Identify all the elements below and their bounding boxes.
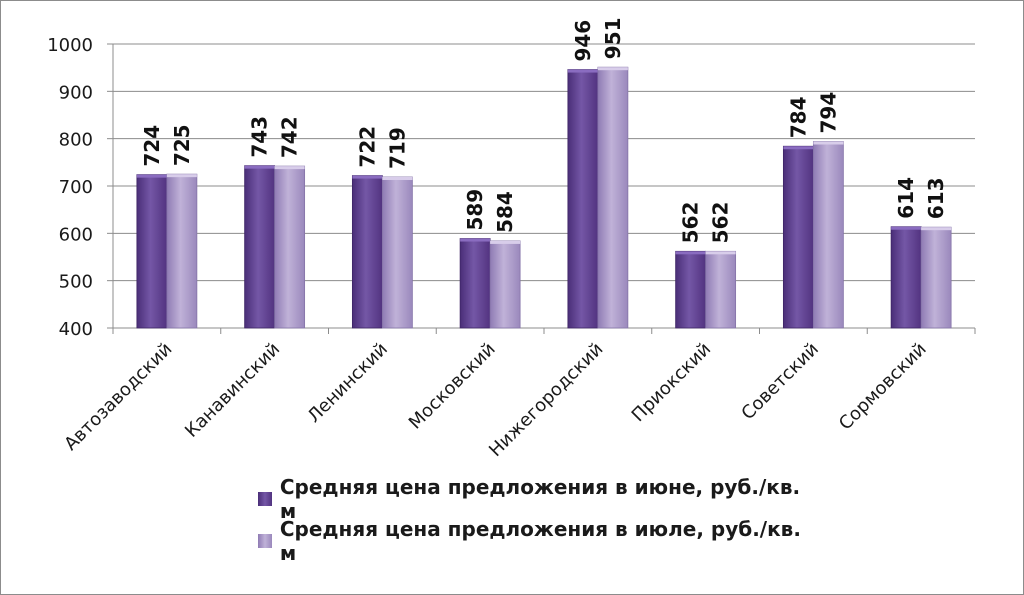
bar-june: [244, 165, 276, 329]
legend-item-june: Средняя цена предложения в июне, руб./кв…: [258, 475, 818, 523]
legend-swatch-june: [258, 492, 272, 506]
bar-top-highlight: [567, 69, 598, 73]
bar-top-highlight: [705, 251, 736, 255]
bar-july: [920, 226, 952, 329]
y-tick-label: 500: [59, 272, 93, 293]
gridlines: [113, 43, 975, 282]
bar-june: [351, 175, 383, 329]
bar-top-highlight: [783, 146, 814, 150]
data-label: 725: [170, 124, 194, 166]
data-label: 742: [278, 116, 302, 158]
bar-top-highlight: [891, 226, 922, 230]
x-tick-label: Сормовский: [835, 339, 931, 435]
x-tick-label: Приокский: [628, 339, 715, 426]
bar-top-highlight: [921, 227, 952, 231]
data-label: 784: [786, 96, 810, 138]
y-tick-label: 600: [59, 224, 93, 245]
data-label: 794: [816, 92, 840, 134]
bar-top-highlight: [136, 174, 167, 178]
bar-june: [675, 250, 707, 329]
data-label: 614: [894, 177, 918, 219]
bar-top-highlight: [675, 251, 706, 255]
bars: [136, 66, 952, 329]
legend: Средняя цена предложения в июне, руб./кв…: [258, 475, 818, 565]
y-tick-label: 800: [59, 130, 93, 151]
bar-july: [597, 66, 629, 329]
legend-label-june: Средняя цена предложения в июне, руб./кв…: [279, 475, 801, 523]
x-tick-label: Ленинский: [304, 339, 392, 427]
bar-top-highlight: [244, 165, 275, 169]
bar-top-highlight: [490, 240, 521, 244]
bar-july: [166, 173, 198, 329]
y-tick-label: 1000: [47, 35, 93, 56]
bar-top-highlight: [460, 238, 491, 242]
data-label: 743: [248, 116, 272, 158]
bar-top-highlight: [274, 166, 305, 170]
legend-label-july: Средняя цена предложения в июле, руб./кв…: [279, 517, 801, 565]
bar-june: [782, 145, 814, 329]
x-tick-label: Советский: [737, 339, 823, 425]
data-label: 589: [463, 189, 487, 231]
bar-top-highlight: [166, 174, 197, 178]
data-labels: 724 725 743 742 722 719 589 584 946 951 562 562 784 7…: [140, 17, 948, 243]
y-tick-label: 900: [59, 82, 93, 103]
data-label: 951: [601, 17, 625, 59]
bar-june: [567, 69, 599, 329]
legend-swatch-july: [258, 534, 272, 548]
bar-june: [459, 238, 491, 329]
bar-july: [274, 165, 306, 329]
x-tick-label: Канавинский: [181, 339, 284, 442]
bar-june: [136, 174, 168, 329]
data-label: 613: [924, 177, 948, 219]
bar-july: [812, 141, 844, 329]
bar-july: [705, 250, 737, 329]
x-tick-label: Нижегородский: [485, 339, 607, 461]
bar-top-highlight: [597, 67, 628, 71]
data-label: 722: [355, 126, 379, 168]
bar-june: [890, 226, 922, 329]
x-tick-label: Автозаводский: [60, 339, 176, 455]
bar-july: [489, 240, 521, 329]
legend-item-july: Средняя цена предложения в июле, руб./кв…: [258, 517, 818, 565]
bar-top-highlight: [382, 177, 413, 181]
x-tick-label: Московский: [405, 339, 500, 434]
y-tick-label: 700: [59, 177, 93, 198]
data-label: 946: [571, 20, 595, 62]
data-label: 719: [385, 127, 409, 169]
data-label: 584: [493, 191, 517, 233]
data-label: 724: [140, 125, 164, 167]
bar-top-highlight: [352, 175, 383, 179]
bar-july: [381, 176, 413, 329]
data-label: 562: [709, 202, 733, 244]
bar-top-highlight: [813, 141, 844, 145]
data-label: 562: [679, 202, 703, 244]
y-tick-label: 400: [59, 319, 93, 340]
